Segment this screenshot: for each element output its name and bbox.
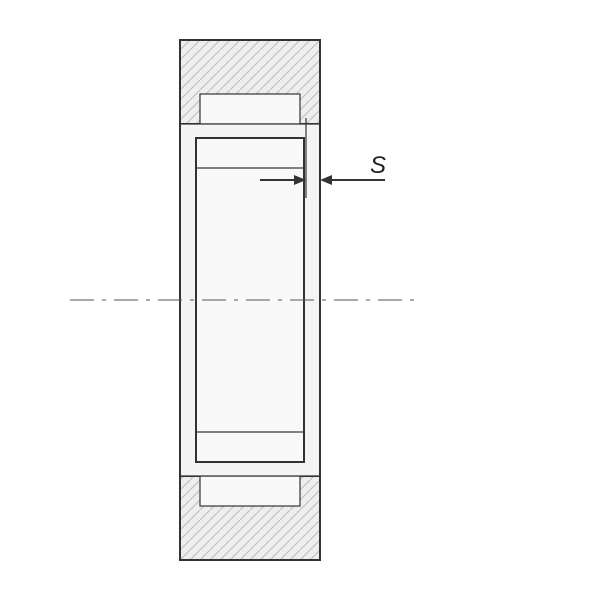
dim-arrow-right-head	[320, 175, 332, 185]
bearing-cross-section: S	[0, 0, 600, 600]
inner-ring-bottom-lip	[200, 476, 300, 506]
dimension-label-s: S	[370, 152, 386, 179]
inner-ring-top-lip	[200, 94, 300, 124]
